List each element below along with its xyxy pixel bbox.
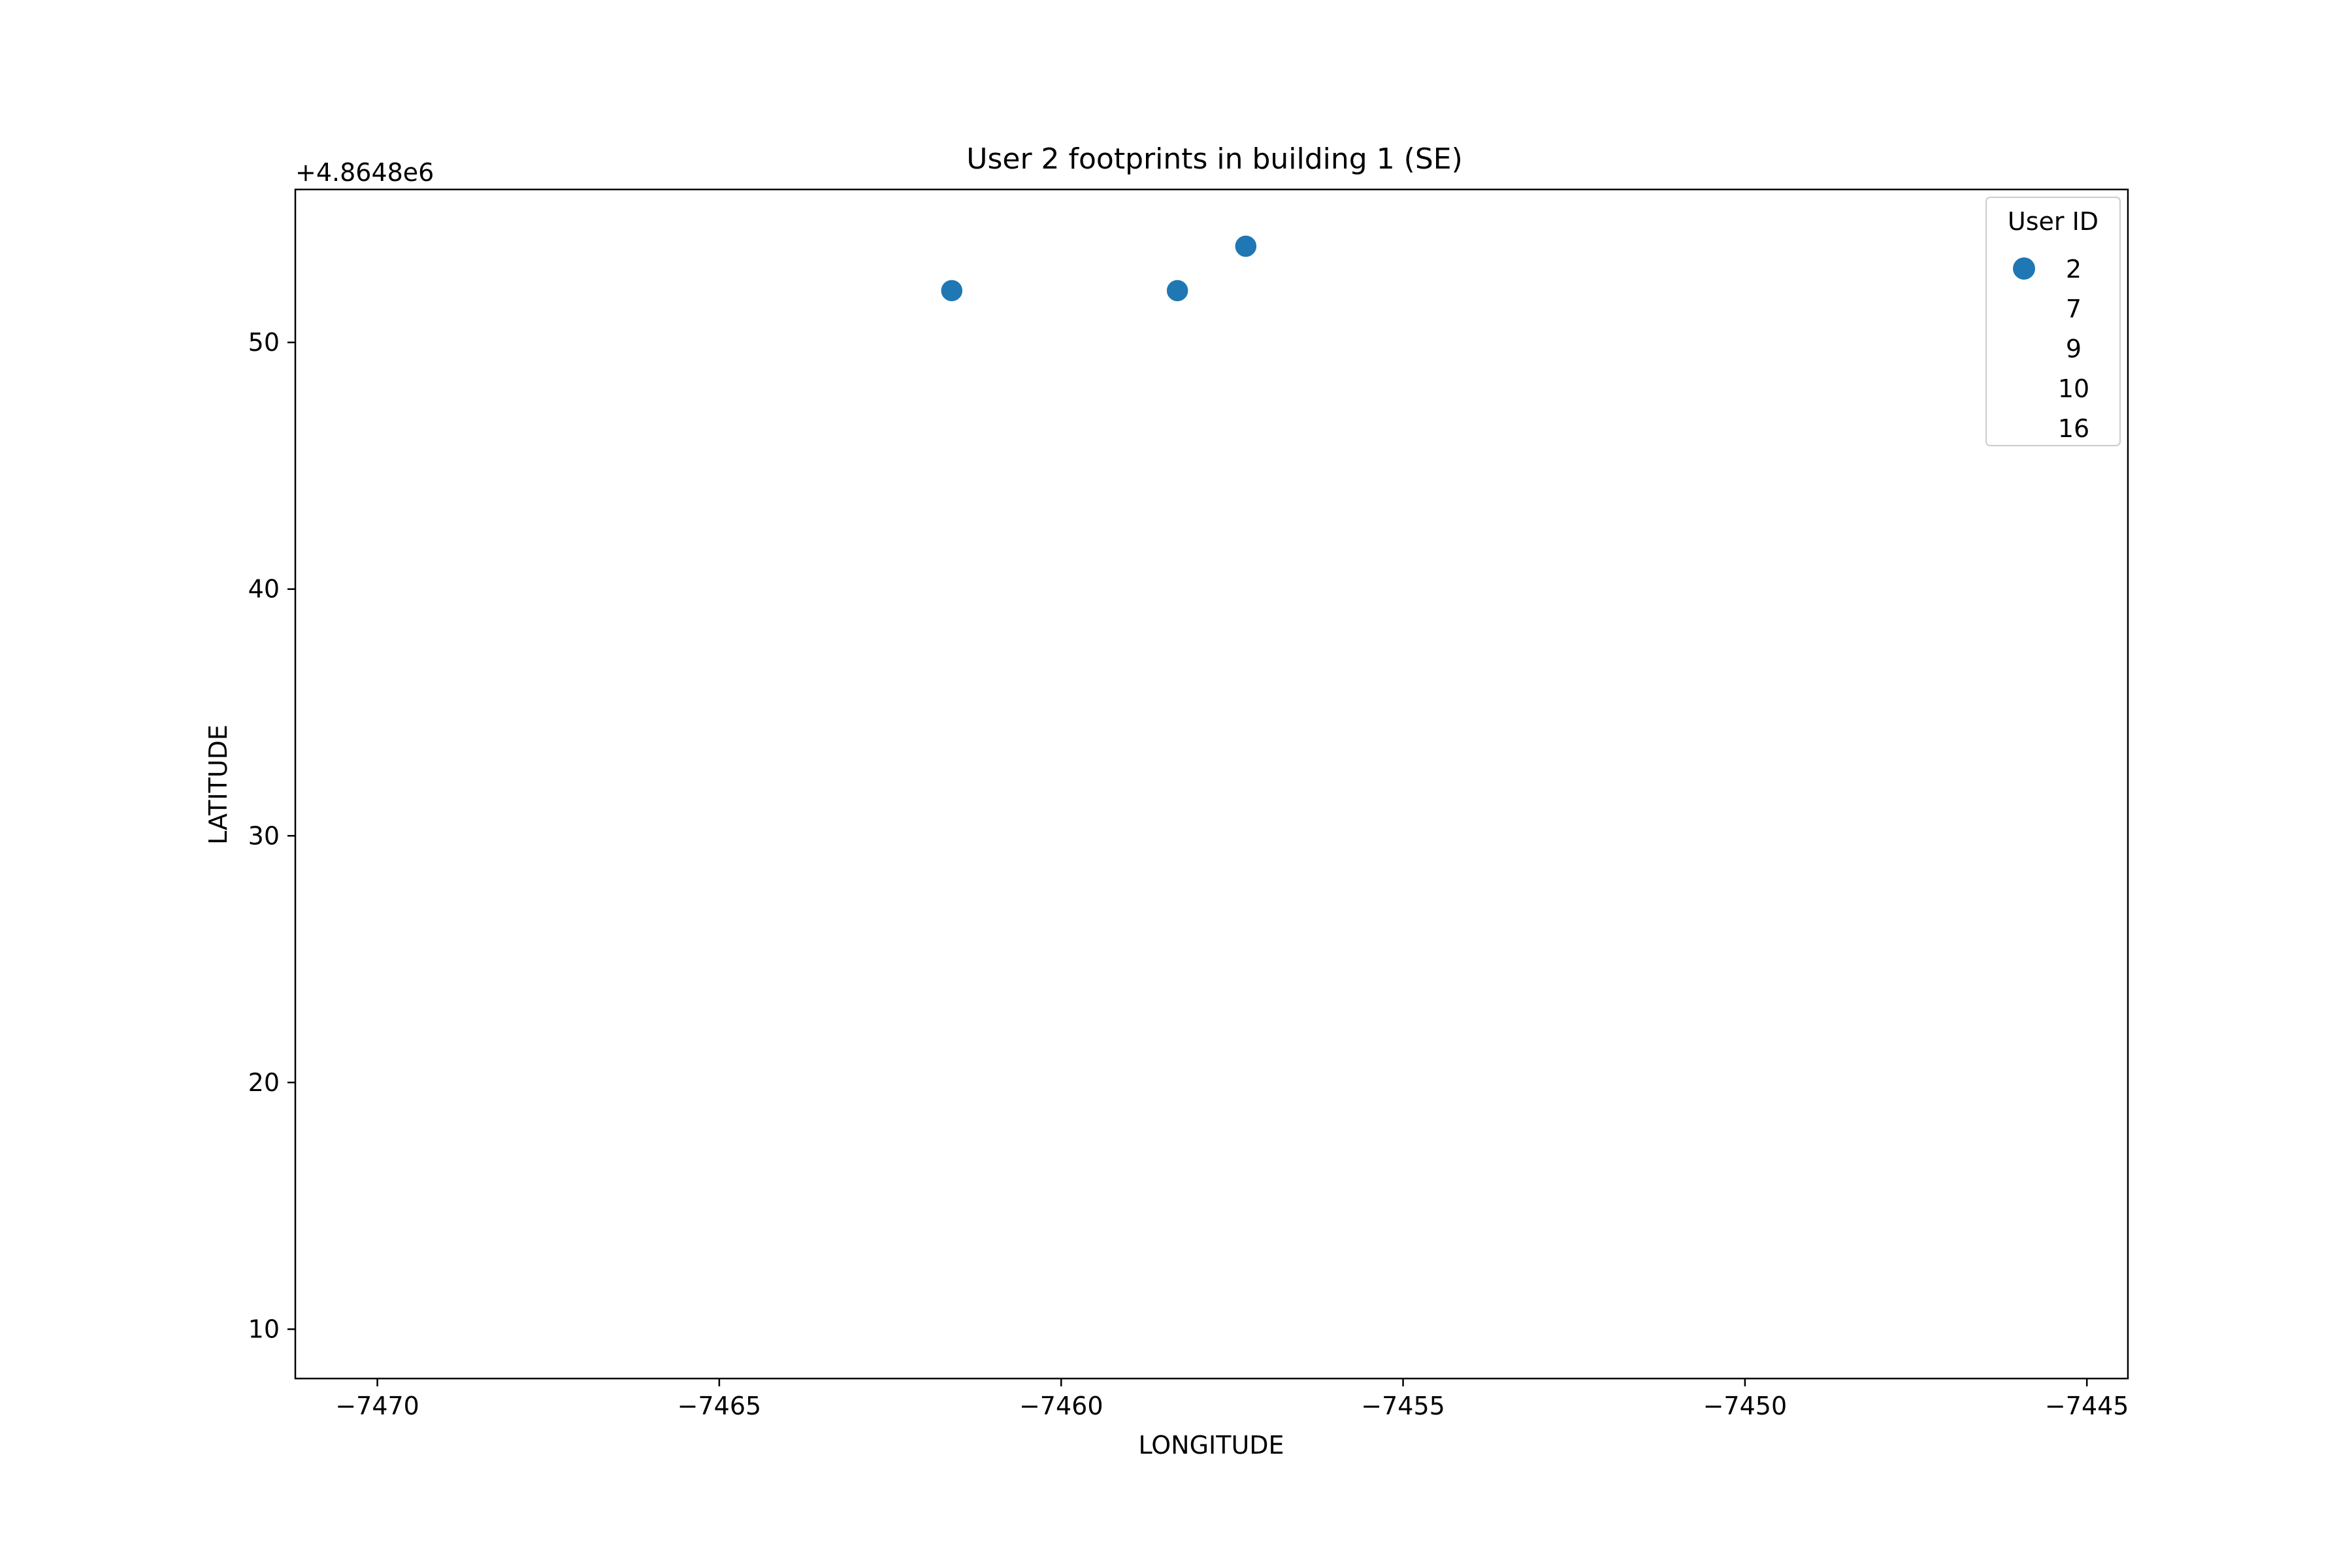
- y-tick-label: 40: [248, 575, 280, 604]
- y-tick-label: 10: [248, 1315, 280, 1343]
- legend-entry-label: 16: [2058, 414, 2089, 443]
- x-tick-label: −7465: [678, 1392, 762, 1420]
- legend-marker: [2013, 257, 2035, 280]
- data-point: [1234, 235, 1258, 258]
- x-tick-label: −7450: [1703, 1392, 1788, 1420]
- data-point: [940, 279, 964, 302]
- x-tick-label: −7445: [2045, 1392, 2129, 1420]
- x-axis-label: LONGITUDE: [1138, 1431, 1284, 1460]
- y-tick-label: 30: [248, 821, 280, 850]
- y-axis-ticks: 10 20 30 40 50: [248, 328, 295, 1343]
- scatter-points: [940, 235, 1258, 302]
- x-tick-label: −7460: [1019, 1392, 1103, 1420]
- legend-title: User ID: [2008, 207, 2099, 236]
- x-axis-ticks: −7470 −7465 −7460 −7455 −7450 −7445: [335, 1379, 2129, 1420]
- y-axis-label: LATITUDE: [204, 725, 233, 845]
- legend-entry-label: 9: [2066, 335, 2082, 363]
- legend-entry-label: 10: [2058, 374, 2089, 403]
- legend: User ID 2 7 9 10 16: [1985, 197, 2121, 446]
- y-tick-label: 20: [248, 1068, 280, 1097]
- data-point: [1166, 279, 1189, 302]
- legend-entry-label: 2: [2066, 255, 2082, 284]
- y-axis-offset-label: +4.8648e6: [295, 158, 434, 187]
- x-tick-label: −7455: [1361, 1392, 1445, 1420]
- axes-frame: [294, 188, 2129, 1380]
- chart-title: User 2 footprints in building 1 (SE): [966, 142, 1463, 176]
- y-tick-label: 50: [248, 328, 280, 357]
- legend-entry-label: 7: [2066, 295, 2082, 323]
- x-tick-label: −7470: [335, 1392, 419, 1420]
